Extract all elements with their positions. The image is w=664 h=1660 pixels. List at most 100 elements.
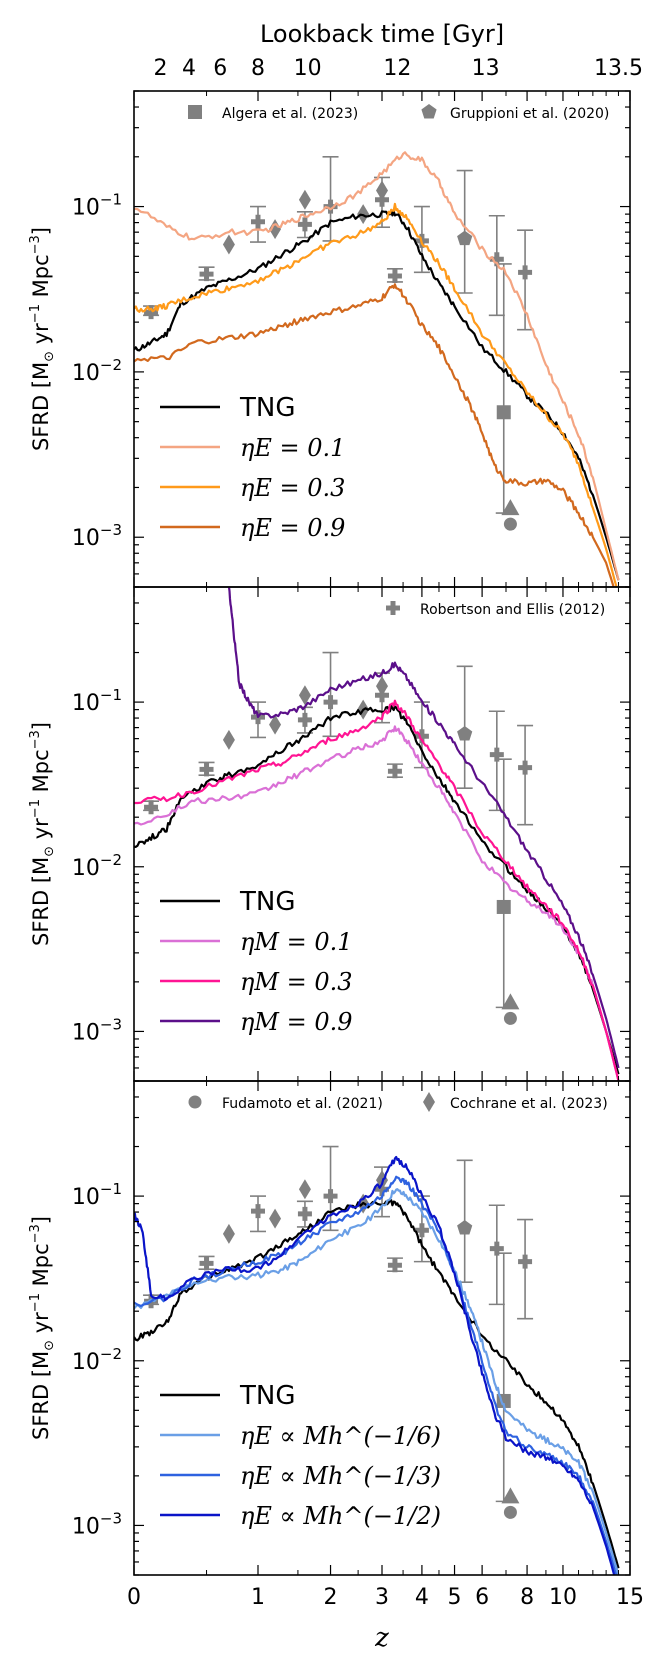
top-tick-label: 13.5 [594, 56, 643, 81]
ylabel-exp: −3 [28, 1224, 43, 1243]
obs-diamond [376, 676, 388, 697]
legend-label: TNG [239, 1381, 295, 1411]
obs-diamond [298, 1179, 311, 1200]
legend-label: ηM = 0.9 [240, 1008, 353, 1036]
legend-label: TNG [239, 393, 295, 423]
legend-top-marker [188, 1095, 202, 1109]
obs-circle [503, 1505, 517, 1519]
ylabel-part: Mpc [29, 749, 53, 799]
series-line [134, 1188, 620, 1575]
obs-plus [199, 1256, 214, 1271]
obs-plus [387, 269, 402, 284]
legend-label: ηM = 0.3 [240, 968, 353, 996]
ylabel-part: SFRD [M [29, 362, 53, 451]
ytick-label: 10−1 [72, 1180, 122, 1210]
obs-pentagon [457, 726, 473, 741]
obs-diamond [269, 219, 282, 240]
obs-diamond [269, 714, 282, 735]
obs-plus [489, 1241, 504, 1256]
series-line [227, 587, 620, 1069]
ylabel-exp: −3 [28, 730, 43, 749]
ytick-exp: −1 [100, 191, 122, 209]
legend-label: ηE ∝ Mh^(−1/2) [240, 1502, 441, 1530]
ytick-exp: −3 [100, 1509, 122, 1527]
obs-pentagon [457, 230, 473, 246]
ytick-base: 10 [72, 856, 100, 881]
obs-plus [251, 214, 265, 229]
obs-plus [518, 1254, 533, 1269]
x-tick-label: 3 [375, 1585, 389, 1610]
ytick-label: 10−3 [72, 1509, 122, 1539]
legend-top-label: Robertson and Ellis (2012) [420, 602, 605, 618]
legend-label: ηE ∝ Mh^(−1/3) [240, 1462, 441, 1490]
ylabel-part: ] [29, 722, 53, 730]
obs-diamond [298, 685, 311, 706]
top-tick-label: 6 [213, 56, 227, 81]
obs-circle [503, 517, 517, 531]
obs-plus [387, 764, 402, 779]
panel-frame [133, 1080, 631, 1576]
x-tick-label: 10 [549, 1585, 577, 1610]
top-tick-label: 10 [294, 56, 322, 81]
y-axis-label: SFRD [M⊙ yr−1 Mpc−3] [28, 227, 57, 451]
legend-top-label: Fudamoto et al. (2021) [222, 1096, 383, 1112]
ylabel-exp: −1 [28, 799, 43, 818]
ytick-base: 10 [72, 1020, 100, 1045]
plot-area [134, 1145, 620, 1575]
obs-triangle [501, 1487, 520, 1504]
legend-top-label: Gruppioni et al. (2020) [450, 106, 609, 122]
plot-area [134, 587, 620, 1081]
obs-plus [414, 729, 429, 744]
legend-top-label: Cochrane et al. (2023) [450, 1096, 608, 1112]
ylabel-exp: −1 [28, 304, 43, 323]
ytick-base: 10 [72, 1514, 100, 1539]
obs-circle [503, 1011, 517, 1025]
ytick-base: 10 [72, 1350, 100, 1375]
panel-frame [133, 90, 631, 588]
obs-diamond [376, 180, 388, 201]
series-line [134, 725, 620, 1081]
obs-plus [199, 762, 214, 777]
ytick-exp: −1 [100, 686, 122, 704]
ytick-label: 10−1 [72, 686, 122, 716]
ylabel-part: yr [29, 818, 53, 846]
ytick-label: 10−2 [72, 851, 122, 881]
obs-diamond [222, 729, 235, 750]
legend-top-marker [423, 1092, 435, 1112]
top-tick-label: 2 [154, 56, 168, 81]
legend-label: ηE = 0.1 [240, 434, 345, 462]
series-line [134, 1199, 620, 1569]
panel-frame [133, 586, 631, 1082]
legend-label: ηE = 0.3 [240, 474, 345, 502]
ytick-exp: −2 [100, 1345, 122, 1363]
obs-plus [297, 217, 312, 232]
ytick-exp: −3 [100, 1015, 122, 1033]
ytick-exp: −2 [100, 851, 122, 869]
ylabel-part: SFRD [M [29, 857, 53, 946]
obs-plus [323, 199, 338, 214]
obs-plus [144, 305, 159, 320]
obs-plus [297, 1206, 312, 1221]
obs-plus [199, 267, 214, 282]
obs-plus [387, 1258, 402, 1273]
obs-diamond [222, 234, 235, 255]
ytick-exp: −2 [100, 356, 122, 374]
legend-top-marker [421, 104, 437, 119]
legend-top-marker [386, 601, 400, 615]
ylabel-sun: ⊙ [42, 846, 57, 857]
legend-top-marker [188, 105, 202, 119]
obs-plus [251, 1204, 265, 1219]
x-tick-label: 15 [616, 1585, 644, 1610]
top-tick-label: 13 [472, 56, 500, 81]
ytick-label: 10−2 [72, 356, 122, 386]
legend-label: ηE = 0.9 [240, 514, 345, 542]
bottom-axis-redshift: 0 1 2 3 4 5 6 8 10 15 z [127, 1585, 644, 1653]
obs-plus [518, 265, 533, 280]
legend-top-label: Algera et al. (2023) [222, 106, 358, 122]
x-tick-label: 1 [251, 1585, 265, 1610]
obs-diamond [269, 1208, 282, 1229]
